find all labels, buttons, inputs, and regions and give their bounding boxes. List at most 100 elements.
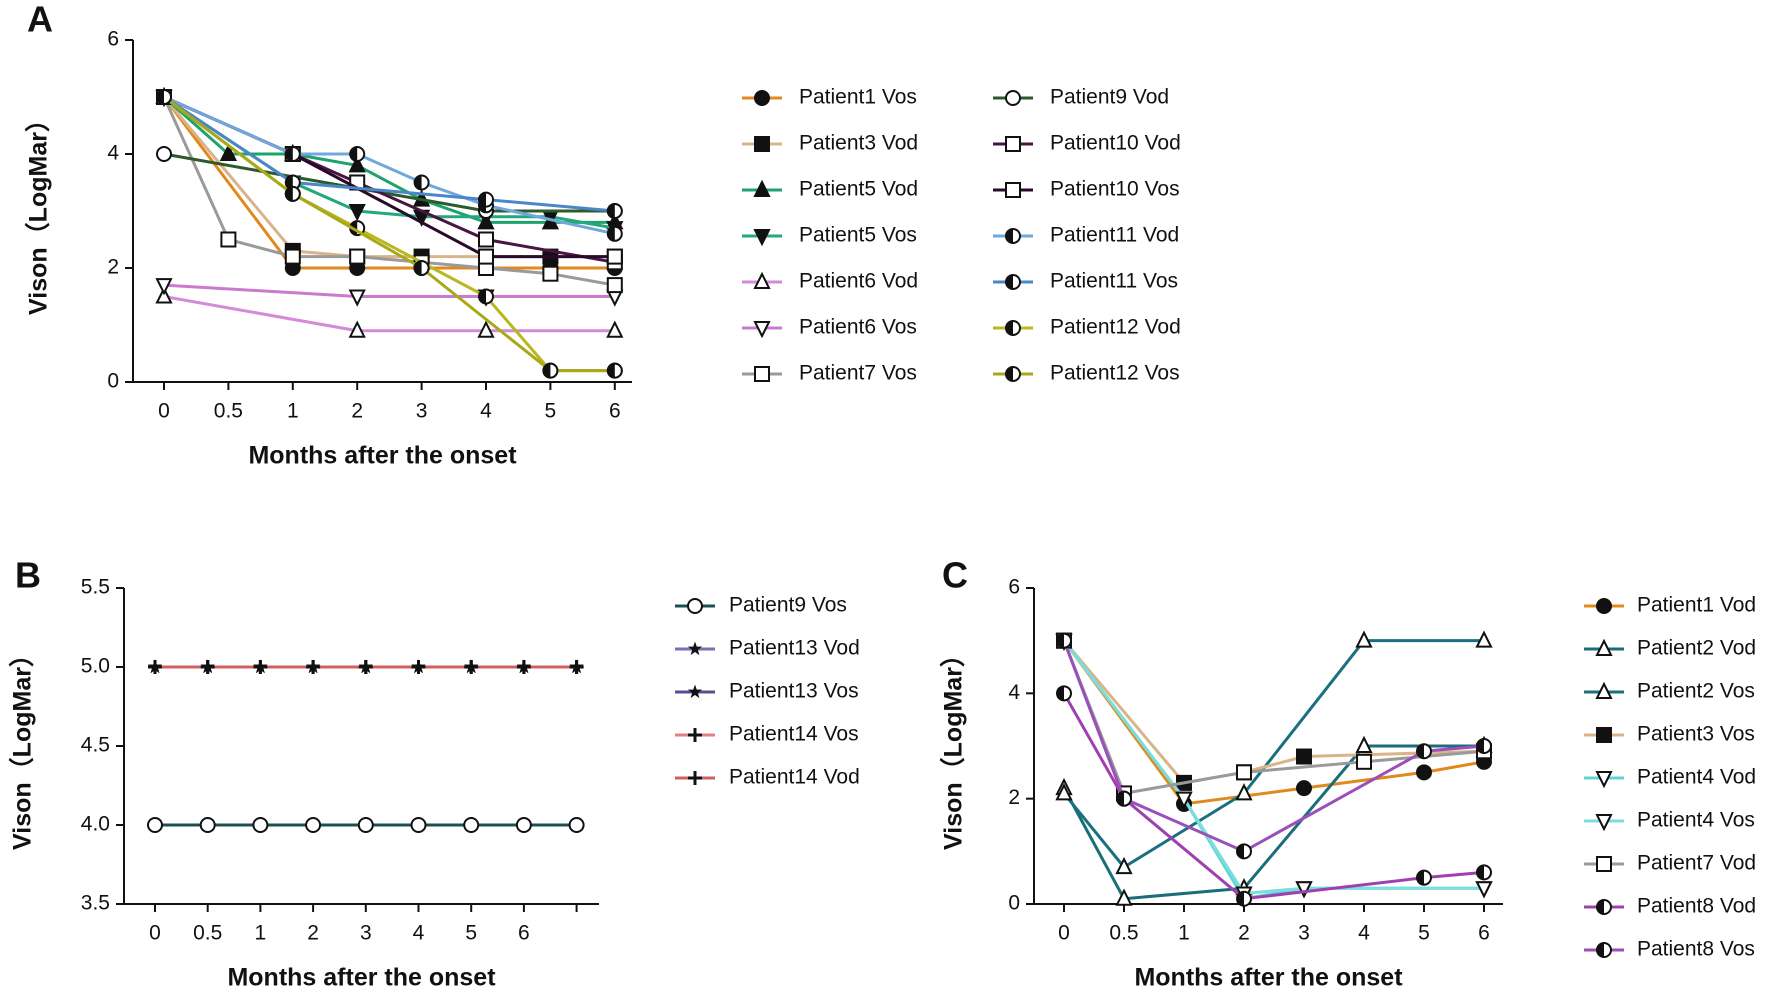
marker-shape — [687, 598, 703, 614]
marker-shape — [607, 363, 615, 378]
legend-label: Patient5 Vod — [799, 178, 918, 201]
data-point — [306, 660, 321, 674]
marker-shape — [1006, 229, 1013, 243]
marker-shape — [1475, 881, 1493, 899]
data-point — [284, 146, 301, 162]
x-tick-label: 1 — [1178, 922, 1190, 945]
legend-marker — [1596, 598, 1612, 614]
x-tick-label: 0 — [1058, 922, 1070, 945]
marker-shape — [479, 289, 486, 304]
marker-shape — [754, 366, 770, 382]
marker-shape — [1115, 888, 1133, 906]
marker-shape — [754, 136, 770, 152]
x-tick-label: 2 — [1238, 922, 1250, 945]
legend-label: Patient4 Vos — [1637, 809, 1755, 832]
y-axis-title: Vison（LogMar） — [24, 107, 53, 315]
y-tick-label: 6 — [107, 28, 119, 51]
series-line — [163, 95, 616, 230]
data-point — [348, 155, 366, 173]
marker-shape — [753, 229, 771, 247]
marker-shape — [1005, 136, 1021, 152]
data-point — [1416, 764, 1432, 781]
marker-shape — [285, 147, 293, 161]
legend-label: Patient11 Vos — [1050, 270, 1178, 293]
marker-shape — [1596, 856, 1612, 872]
x-axis-title: Months after the onset — [227, 964, 496, 992]
legend-label: Patient10 Vod — [1050, 132, 1181, 155]
legend-marker — [753, 321, 771, 339]
marker-shape — [688, 728, 702, 742]
marker-shape — [148, 660, 162, 674]
x-tick-label: 3 — [416, 400, 428, 423]
x-tick-label: 0 — [158, 400, 170, 423]
data-point — [606, 203, 623, 219]
x-tick-label: 2 — [307, 922, 319, 945]
legend-label: Patient4 Vod — [1637, 766, 1756, 789]
x-tick-label: 0.5 — [193, 922, 222, 945]
legend-label: Patient7 Vos — [799, 362, 917, 385]
data-point — [1055, 783, 1073, 801]
marker-shape — [200, 660, 215, 674]
marker-shape — [1236, 764, 1252, 781]
legend-label: Patient8 Vos — [1637, 938, 1755, 961]
marker-shape — [478, 248, 494, 265]
x-axis-title: Months after the onset — [1134, 964, 1403, 992]
data-point — [284, 248, 301, 265]
data-point — [200, 660, 215, 674]
x-tick-label: 2 — [351, 400, 363, 423]
legend-marker — [1596, 856, 1612, 872]
data-point — [1115, 888, 1133, 906]
marker-shape — [606, 320, 624, 338]
marker-shape — [306, 660, 321, 674]
marker-shape — [1005, 90, 1021, 106]
marker-shape — [1417, 870, 1424, 885]
marker-shape — [687, 684, 703, 699]
marker-shape — [219, 143, 238, 161]
marker-shape — [607, 226, 615, 241]
data-point — [568, 817, 585, 833]
marker-shape — [606, 277, 623, 294]
marker-shape — [414, 261, 422, 275]
data-point — [1416, 869, 1432, 886]
data-point — [478, 191, 494, 208]
x-tick-label: 6 — [518, 922, 530, 945]
x-tick-label: 0.5 — [1109, 922, 1138, 945]
legend-marker — [753, 229, 771, 247]
data-point — [147, 817, 163, 833]
marker-shape — [155, 278, 173, 296]
marker-shape — [1006, 321, 1013, 335]
legend-marker — [753, 179, 771, 197]
data-point — [413, 174, 430, 191]
legend-label: Patient6 Vos — [799, 316, 917, 339]
data-point — [349, 248, 366, 265]
data-point — [478, 288, 494, 305]
marker-shape — [1597, 900, 1604, 914]
marker-shape — [1355, 630, 1373, 648]
data-point — [1236, 764, 1252, 781]
marker-shape — [1006, 367, 1013, 381]
data-point — [348, 320, 366, 338]
marker-shape — [1006, 275, 1013, 289]
marker-shape — [1057, 633, 1064, 648]
marker-shape — [157, 90, 164, 104]
y-tick-label: 4 — [107, 142, 119, 165]
data-point — [516, 660, 531, 674]
data-point — [515, 817, 532, 833]
legend-label: Patient8 Vod — [1637, 895, 1756, 918]
marker-shape — [348, 320, 366, 338]
series-line — [163, 283, 615, 298]
legend-label: Patient10 Vos — [1050, 178, 1180, 201]
panel-label: A — [27, 0, 53, 40]
marker-shape — [753, 321, 771, 339]
data-point — [220, 231, 237, 248]
marker-shape — [348, 204, 366, 222]
marker-shape — [1235, 783, 1253, 801]
legend-marker — [687, 684, 703, 699]
marker-shape — [1057, 686, 1064, 701]
data-point — [253, 660, 268, 674]
data-point — [478, 231, 494, 248]
marker-shape — [285, 186, 293, 201]
legend-label: Patient1 Vos — [799, 86, 917, 109]
marker-shape — [516, 660, 531, 674]
data-point — [477, 320, 495, 338]
